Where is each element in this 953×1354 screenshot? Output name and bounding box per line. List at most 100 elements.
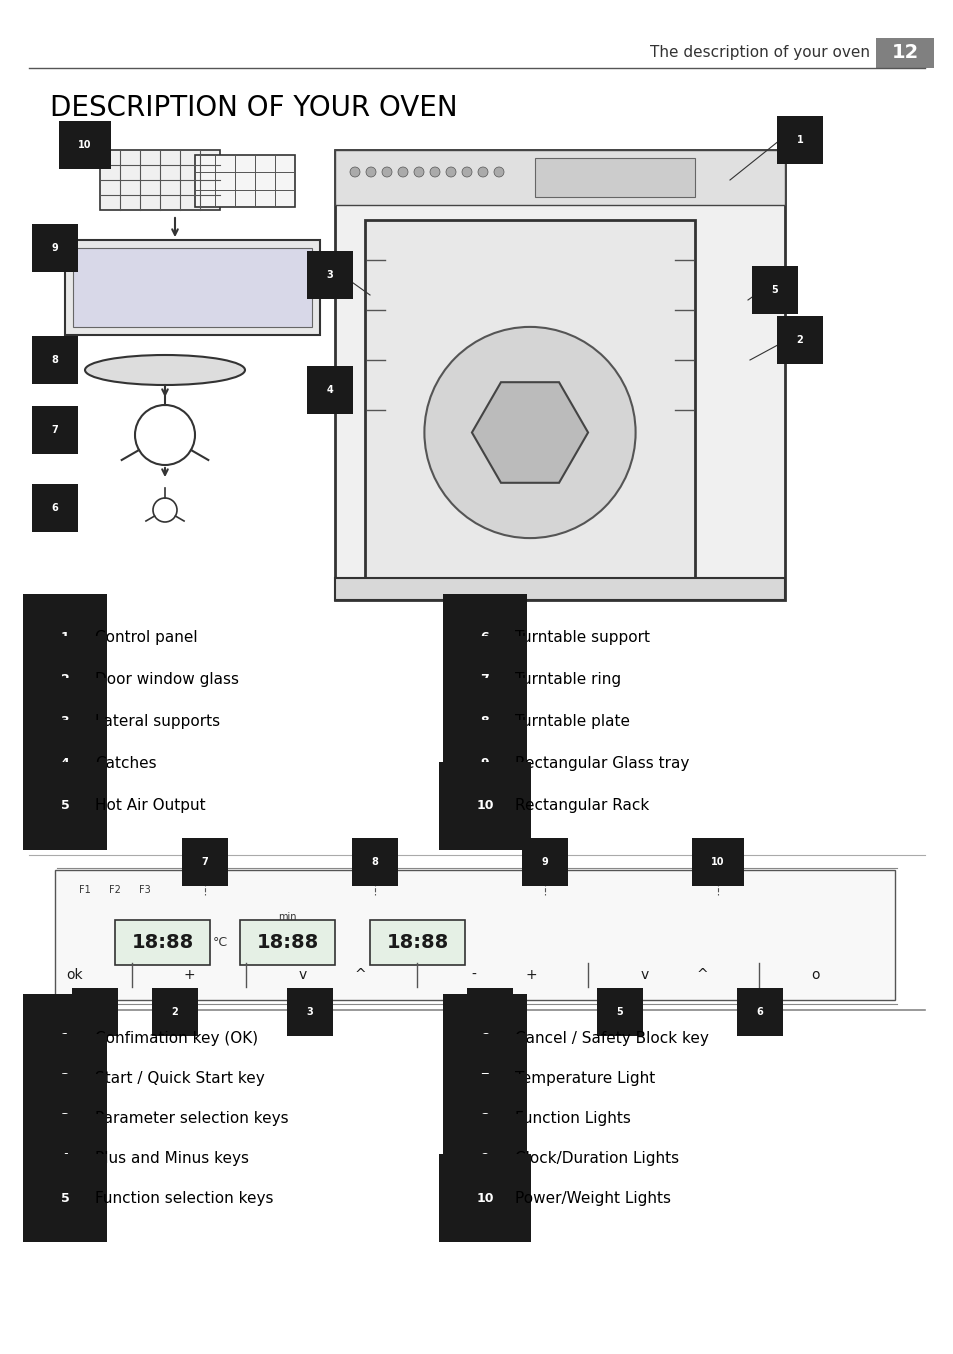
Text: 4: 4 [486, 1007, 493, 1017]
Text: 2: 2 [61, 1071, 70, 1085]
Text: 10: 10 [476, 799, 494, 812]
Text: Turntable support: Turntable support [515, 631, 649, 646]
Text: +: + [183, 968, 194, 982]
Text: Rectangular Glass tray: Rectangular Glass tray [515, 757, 689, 772]
Circle shape [381, 167, 392, 177]
Text: 8: 8 [480, 1112, 489, 1125]
Text: Temperature Light: Temperature Light [515, 1071, 655, 1086]
Text: 6: 6 [480, 631, 489, 645]
Text: v: v [640, 968, 648, 982]
Text: 3: 3 [61, 1112, 70, 1125]
Text: Catches: Catches [95, 757, 156, 772]
Text: Hot Air Output: Hot Air Output [95, 799, 206, 814]
Text: DESCRIPTION OF YOUR OVEN: DESCRIPTION OF YOUR OVEN [50, 93, 457, 122]
Text: 5: 5 [771, 284, 778, 295]
Text: F2: F2 [109, 886, 121, 895]
Text: 5: 5 [616, 1007, 622, 1017]
Text: -: - [471, 968, 476, 982]
Text: 9: 9 [51, 242, 58, 253]
Polygon shape [472, 382, 587, 483]
Text: ^: ^ [354, 968, 365, 982]
Text: 10: 10 [711, 857, 724, 867]
Text: 8: 8 [51, 355, 58, 366]
Circle shape [397, 167, 408, 177]
Text: 6: 6 [756, 1007, 762, 1017]
FancyBboxPatch shape [240, 919, 335, 965]
Text: 7: 7 [201, 857, 208, 867]
Text: Turntable ring: Turntable ring [515, 673, 620, 688]
Text: Rectangular Rack: Rectangular Rack [515, 799, 649, 814]
Text: 5: 5 [61, 1192, 70, 1205]
Text: Function Lights: Function Lights [515, 1110, 630, 1125]
Text: 1: 1 [91, 1007, 98, 1017]
Text: v: v [298, 968, 307, 982]
FancyBboxPatch shape [335, 150, 784, 204]
FancyBboxPatch shape [370, 919, 464, 965]
Text: 3: 3 [326, 269, 333, 280]
Text: 3: 3 [61, 715, 70, 728]
FancyBboxPatch shape [365, 219, 695, 585]
Circle shape [414, 167, 423, 177]
Circle shape [494, 167, 503, 177]
Text: Function selection keys: Function selection keys [95, 1190, 274, 1205]
Text: Confimation key (OK): Confimation key (OK) [95, 1030, 258, 1045]
Text: ^: ^ [696, 968, 707, 982]
Text: 7: 7 [480, 673, 489, 686]
Text: F3: F3 [139, 886, 151, 895]
Text: 7: 7 [480, 1071, 489, 1085]
Text: 18:88: 18:88 [256, 933, 318, 952]
Text: 1: 1 [796, 135, 802, 145]
FancyBboxPatch shape [55, 871, 894, 1001]
Circle shape [424, 326, 635, 538]
FancyBboxPatch shape [100, 150, 220, 210]
Circle shape [350, 167, 359, 177]
Text: 6: 6 [480, 1032, 489, 1044]
Circle shape [477, 167, 488, 177]
Text: 7: 7 [51, 425, 58, 435]
Text: 12: 12 [890, 43, 918, 62]
Circle shape [430, 167, 439, 177]
Text: Start / Quick Start key: Start / Quick Start key [95, 1071, 265, 1086]
Circle shape [446, 167, 456, 177]
Text: +: + [525, 968, 537, 982]
FancyBboxPatch shape [194, 154, 294, 207]
Text: Lateral supports: Lateral supports [95, 715, 220, 730]
Text: 2: 2 [796, 334, 802, 345]
Text: 9: 9 [480, 1151, 489, 1164]
Text: Parameter selection keys: Parameter selection keys [95, 1110, 289, 1125]
FancyBboxPatch shape [535, 158, 695, 196]
FancyBboxPatch shape [875, 38, 933, 68]
Text: Power/Weight Lights: Power/Weight Lights [515, 1190, 670, 1205]
Text: Control panel: Control panel [95, 631, 197, 646]
Text: 18:88: 18:88 [386, 933, 448, 952]
Text: 2: 2 [172, 1007, 178, 1017]
Text: 2: 2 [61, 673, 70, 686]
Text: 18:88: 18:88 [132, 933, 193, 952]
Text: o: o [811, 968, 820, 982]
FancyBboxPatch shape [335, 578, 784, 600]
Text: 10: 10 [476, 1192, 494, 1205]
Text: Cancel / Safety Block key: Cancel / Safety Block key [515, 1030, 708, 1045]
Text: ok: ok [67, 968, 83, 982]
Text: 5: 5 [61, 799, 70, 812]
Text: Plus and Minus keys: Plus and Minus keys [95, 1151, 249, 1166]
Circle shape [366, 167, 375, 177]
Text: 4: 4 [61, 757, 70, 770]
Circle shape [461, 167, 472, 177]
Text: 8: 8 [480, 715, 489, 728]
Text: Turntable plate: Turntable plate [515, 715, 629, 730]
Text: 4: 4 [61, 1151, 70, 1164]
Text: min: min [278, 913, 296, 922]
Text: F1: F1 [79, 886, 91, 895]
FancyBboxPatch shape [73, 248, 312, 328]
Text: 9: 9 [541, 857, 548, 867]
Text: °C: °C [213, 936, 228, 949]
Text: 1: 1 [61, 1032, 70, 1044]
Text: 6: 6 [51, 502, 58, 513]
Text: The description of your oven: The description of your oven [649, 46, 869, 61]
FancyBboxPatch shape [335, 150, 784, 600]
FancyBboxPatch shape [115, 919, 210, 965]
Text: Clock/Duration Lights: Clock/Duration Lights [515, 1151, 679, 1166]
Ellipse shape [85, 355, 245, 385]
Text: 10: 10 [78, 139, 91, 150]
